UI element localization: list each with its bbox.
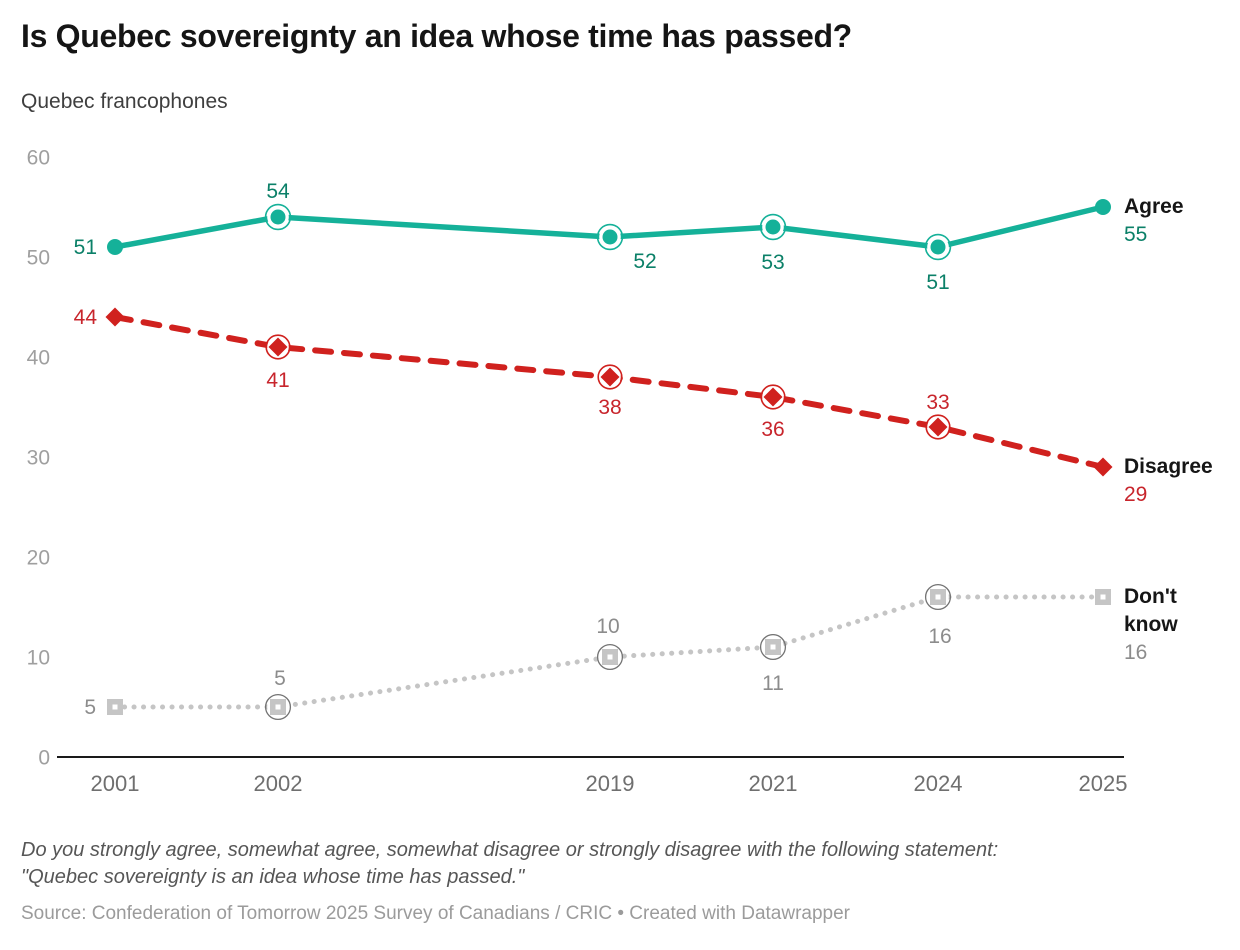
series-end-value: 16 [1124,641,1148,664]
data-point-label: 5 [274,667,286,690]
data-point-marker [602,229,618,245]
y-axis-tick-label: 60 [27,147,50,170]
data-point-marker [268,337,288,357]
x-axis-tick-label: 2002 [254,771,303,796]
data-point-label: 36 [761,418,784,441]
data-point-label: 44 [74,306,98,329]
data-point-marker [930,239,946,255]
series-end-label-agree: Agree 55 [1124,193,1220,249]
data-point-marker [763,387,783,407]
data-point-label: 51 [74,236,97,259]
marker-ring [760,384,786,410]
marker-center-dot [1100,594,1106,600]
data-point-label: 54 [266,180,290,203]
x-axis-tick-label: 2001 [91,771,140,796]
data-point-label: 16 [928,625,951,648]
y-axis-tick-label: 50 [27,247,50,270]
x-axis-tick-label: 2021 [749,771,798,796]
marker-center-dot [770,644,776,650]
data-point-label: 38 [598,396,621,419]
marker-center-dot [935,594,941,600]
y-axis-tick-label: 10 [27,647,50,670]
x-axis-tick-label: 2019 [586,771,635,796]
series-name: Don't know [1124,585,1178,636]
series-line-agree [112,204,1106,250]
series-end-label-don-t-know: Don't know 16 [1124,583,1220,667]
marker-ring [264,203,292,231]
data-point-marker [270,209,286,225]
x-axis-tick-label: 2025 [1079,771,1128,796]
series-end-value: 29 [1124,483,1148,506]
data-point-marker [928,417,948,437]
data-point-label: 10 [596,615,619,638]
marker-ring [759,633,787,661]
data-point-marker [600,367,620,387]
series-name: Agree [1124,195,1184,218]
marker-ring [264,693,292,721]
data-point-label: 5 [84,696,96,719]
chart-subtitle: Quebec francophones [21,90,228,113]
data-point-label: 53 [761,251,784,274]
series-end-label-disagree: Disagree 29 [1124,453,1220,509]
chart-note: Do you strongly agree, somewhat agree, s… [21,839,999,888]
marker-ring [597,364,623,390]
data-point-label: 51 [926,271,949,294]
data-point-marker [1093,457,1113,477]
data-point-label: 33 [926,391,949,414]
marker-ring [596,223,624,251]
marker-ring [925,414,951,440]
series-disagree: 44 41 38 36 33 [74,306,1113,477]
chart-title: Is Quebec sovereignty an idea whose time… [21,18,852,54]
marker-center-dot [112,704,118,710]
chart-source: Source: Confederation of Tomorrow 2025 S… [21,903,850,924]
series-agree: 51 54 52 53 51 [74,180,1111,294]
data-point-label: 11 [762,672,784,695]
data-point-label: 41 [266,369,289,392]
marker-center-dot [275,704,281,710]
marker-ring [924,583,952,611]
data-point-marker [105,307,125,327]
data-point-marker [107,239,123,255]
data-point-label: 52 [633,250,656,273]
series-don-t-know: 5 5 10 11 16 [84,583,1111,721]
marker-ring [759,213,787,241]
data-point-marker [1095,199,1111,215]
series-line-disagree [112,314,1106,470]
marker-ring [924,233,952,261]
y-axis-tick-label: 30 [27,447,50,470]
y-axis-tick-label: 20 [27,547,50,570]
marker-ring [596,643,624,671]
x-axis-tick-label: 2024 [914,771,963,796]
series-end-value: 55 [1124,223,1148,246]
series-line-don-t-know [112,594,1106,710]
y-axis-tick-label: 0 [38,747,50,770]
data-point-marker [765,219,781,235]
series-name: Disagree [1124,455,1213,478]
marker-center-dot [607,654,613,660]
y-axis-tick-label: 40 [27,347,50,370]
marker-ring [265,334,291,360]
